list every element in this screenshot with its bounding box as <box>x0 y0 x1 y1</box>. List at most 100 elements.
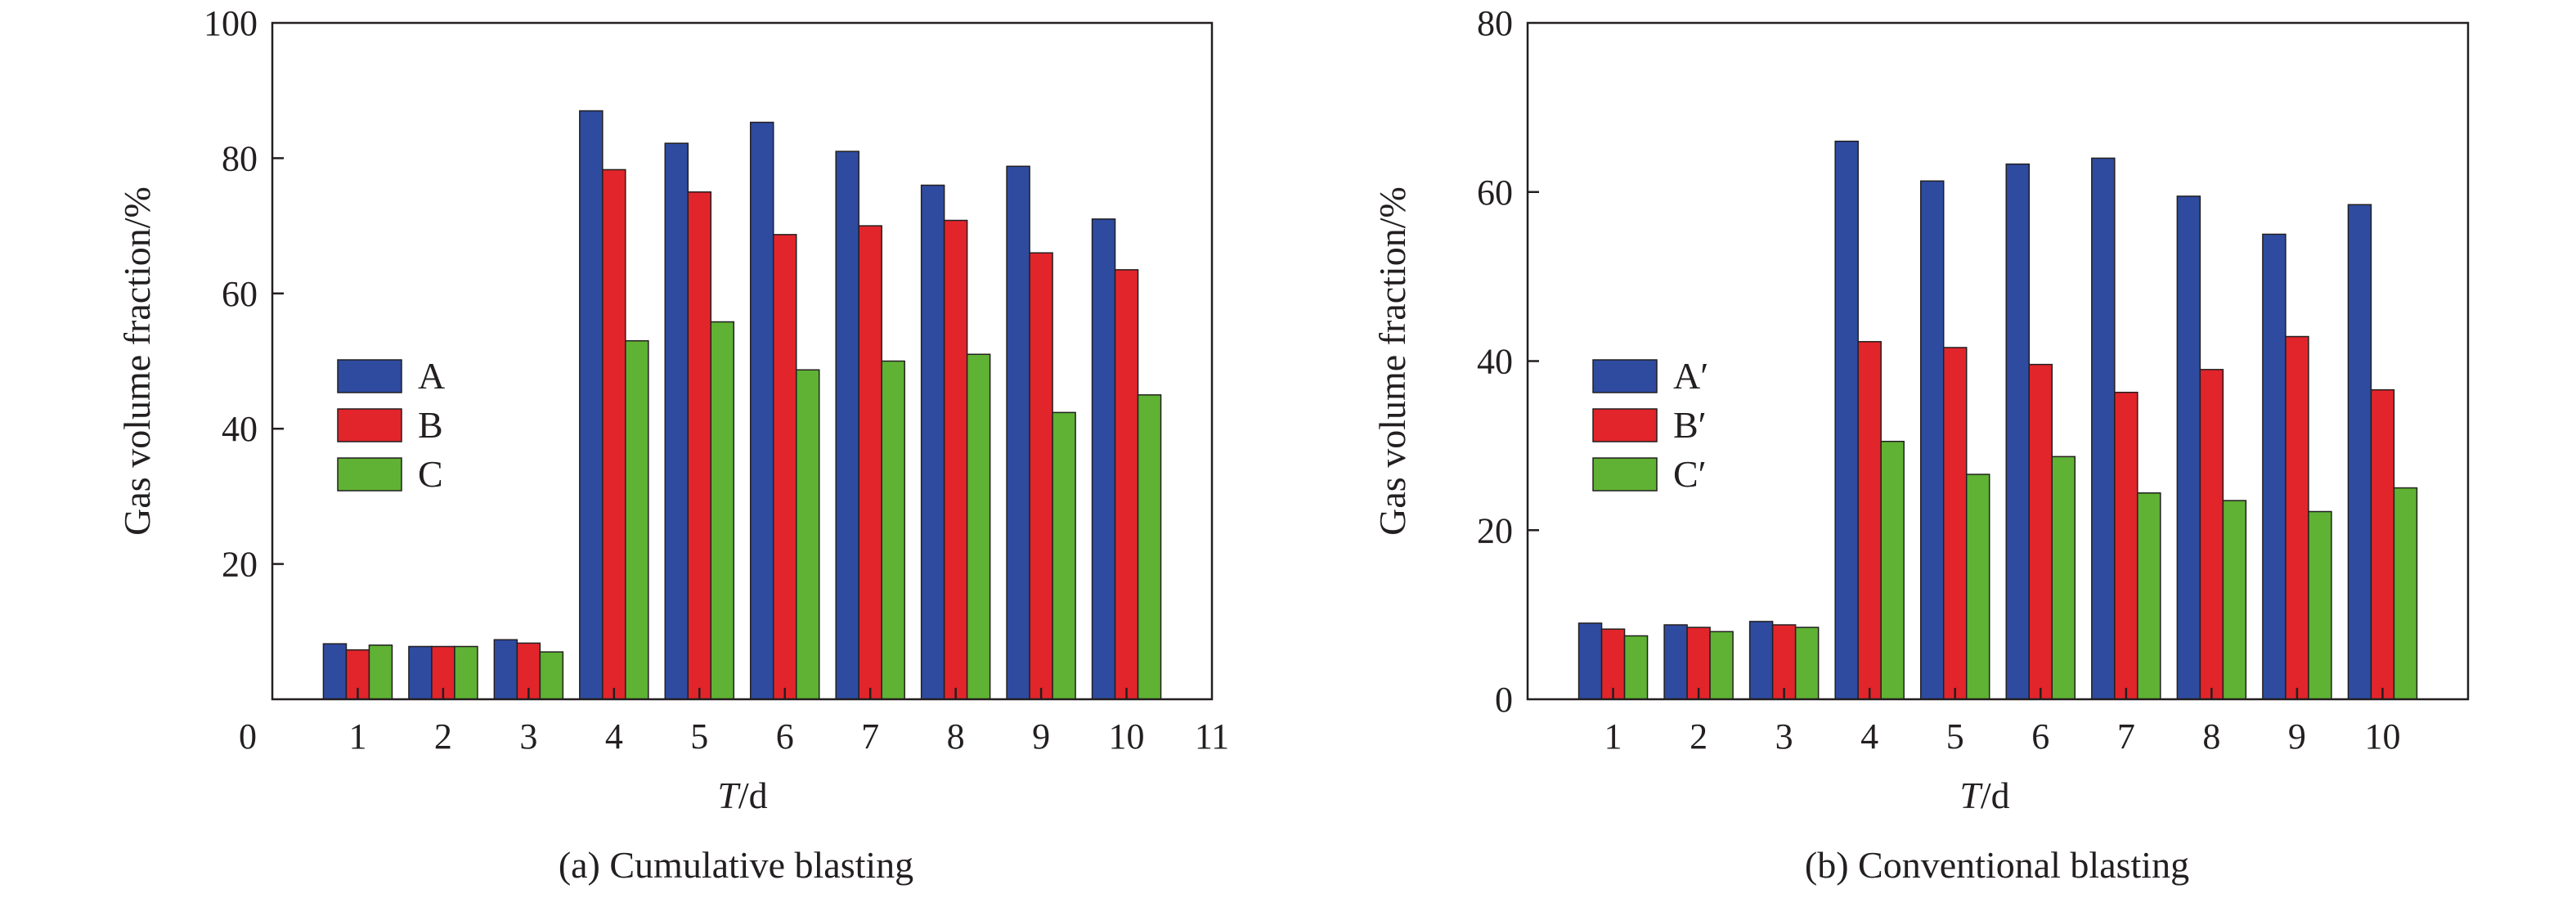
legend-label-B: B <box>418 404 443 446</box>
y-tick-label: 20 <box>222 545 258 585</box>
y-tick-label: 0 <box>1495 680 1513 720</box>
x-tick-label: 5 <box>690 716 708 757</box>
bar-B-8 <box>943 219 968 700</box>
x-axis-label: T/d <box>1959 775 2009 816</box>
bar-C-8 <box>966 353 991 700</box>
bar-C′-3 <box>1794 626 1820 700</box>
bar-C-5 <box>710 321 735 700</box>
x-tick-label: 2 <box>434 716 452 757</box>
bar-C-4 <box>625 339 649 700</box>
chart-caption: (b) Conventional blasting <box>1805 844 2189 886</box>
x-axis-label: T/d <box>717 775 767 816</box>
bar-A-5 <box>664 142 689 700</box>
bar-A′-1 <box>1577 622 1603 700</box>
bar-C′-1 <box>1623 635 1649 700</box>
legend-swatch-A′ <box>1592 359 1658 393</box>
y-tick-label: 60 <box>1477 173 1513 213</box>
x-tick-label: 10 <box>2364 716 2400 757</box>
legend-swatch-C <box>337 457 402 492</box>
chart-caption: (a) Cumulative blasting <box>559 844 913 886</box>
bar-B′-4 <box>1857 340 1882 700</box>
bar-A-6 <box>749 121 774 700</box>
x-tick-label: 7 <box>2117 716 2135 757</box>
bar-C-3 <box>539 651 564 700</box>
bar-B′-9 <box>2285 335 2309 700</box>
x-tick-label: 9 <box>1032 716 1050 757</box>
x-tick-label: 11 <box>1195 716 1229 757</box>
bar-C′-10 <box>2393 487 2418 700</box>
bar-A-2 <box>408 645 433 700</box>
x-axis-label-variable: T <box>717 775 741 816</box>
legend-swatch-C′ <box>1592 457 1658 492</box>
bar-B′-10 <box>2370 388 2395 700</box>
bar-C′-9 <box>2308 510 2332 700</box>
x-tick-label: 6 <box>776 716 794 757</box>
x-axis-label-unit: /d <box>1981 775 2010 816</box>
x-tick-label: 4 <box>1860 716 1878 757</box>
bar-A′-9 <box>2262 233 2287 700</box>
x-tick-label: 1 <box>1604 716 1622 757</box>
bar-B-6 <box>772 234 797 700</box>
legend-label-C′: C′ <box>1673 453 1707 495</box>
bar-C-10 <box>1137 394 1162 700</box>
bar-C-7 <box>881 360 905 700</box>
bar-B-5 <box>687 191 712 700</box>
bar-A-9 <box>1006 165 1030 700</box>
bar-C-2 <box>454 645 478 700</box>
chart-panel-1: 20 40 60 80 100 0 1 2 3 4 5 6 7 8 9 10 11 T/d Gas volume f… <box>116 3 1229 886</box>
x-tick-label: 9 <box>2288 716 2306 757</box>
bar-A′-4 <box>1834 140 1859 700</box>
legend-swatch-B <box>337 408 402 442</box>
bar-A-7 <box>835 150 859 700</box>
bar-C′-5 <box>1965 474 1990 700</box>
bar-B-9 <box>1029 252 1053 700</box>
x-tick-label: 7 <box>861 716 879 757</box>
bar-C′-8 <box>2222 500 2247 700</box>
bar-A-1 <box>322 643 348 700</box>
y-tick-label: 40 <box>222 409 258 449</box>
bar-A′-8 <box>2176 195 2201 700</box>
legend-swatch-A <box>337 359 402 393</box>
x-tick-label: 5 <box>1946 716 1964 757</box>
bar-C′-4 <box>1880 440 1905 700</box>
y-tick-label: 20 <box>1477 510 1513 550</box>
bar-C′-2 <box>1709 631 1734 700</box>
y-tick-label: 40 <box>1477 342 1513 382</box>
x-axis-label-unit: /d <box>738 775 768 816</box>
y-axis-label: Gas volume fraction/% <box>116 186 158 536</box>
y-axis-label: Gas volume fraction/% <box>1371 186 1413 536</box>
x-tick-label: 2 <box>1690 716 1708 757</box>
x-tick-label: 0 <box>239 716 257 757</box>
bar-A-10 <box>1091 218 1116 700</box>
bar-B′-3 <box>1771 624 1797 700</box>
bar-A′-2 <box>1663 624 1688 700</box>
x-tick-label: 1 <box>348 716 366 757</box>
x-tick-label: 4 <box>605 716 623 757</box>
y-tick-label: 100 <box>204 3 258 43</box>
bar-A′-3 <box>1748 621 1774 700</box>
x-tick-label: 3 <box>1775 716 1793 757</box>
bar-B′-5 <box>1942 347 1968 700</box>
x-tick-label: 8 <box>2202 716 2220 757</box>
bar-A-8 <box>920 184 945 700</box>
x-tick-label: 6 <box>2031 716 2049 757</box>
legend-label-A: A <box>418 355 445 397</box>
x-axis-label-variable: T <box>1959 775 1983 816</box>
bar-C-1 <box>368 644 393 700</box>
y-tick-label: 80 <box>222 138 258 178</box>
bar-B′-8 <box>2199 369 2224 700</box>
legend-label-C: C <box>418 453 443 495</box>
bar-A-4 <box>579 110 604 700</box>
x-tick-label: 10 <box>1109 716 1145 757</box>
bar-B′-2 <box>1686 626 1711 700</box>
bar-A′-5 <box>1919 180 1945 700</box>
y-tick-label: 80 <box>1477 3 1513 43</box>
bar-B-10 <box>1114 269 1139 700</box>
bar-B-4 <box>602 168 626 700</box>
chart-panel-2: 0 20 40 60 80 1 2 3 4 5 6 7 8 9 10 T/d Gas volume fracti… <box>1371 3 2470 886</box>
bar-C-9 <box>1052 411 1076 700</box>
bar-B′-6 <box>2028 363 2053 700</box>
bar-C′-6 <box>2051 456 2076 700</box>
